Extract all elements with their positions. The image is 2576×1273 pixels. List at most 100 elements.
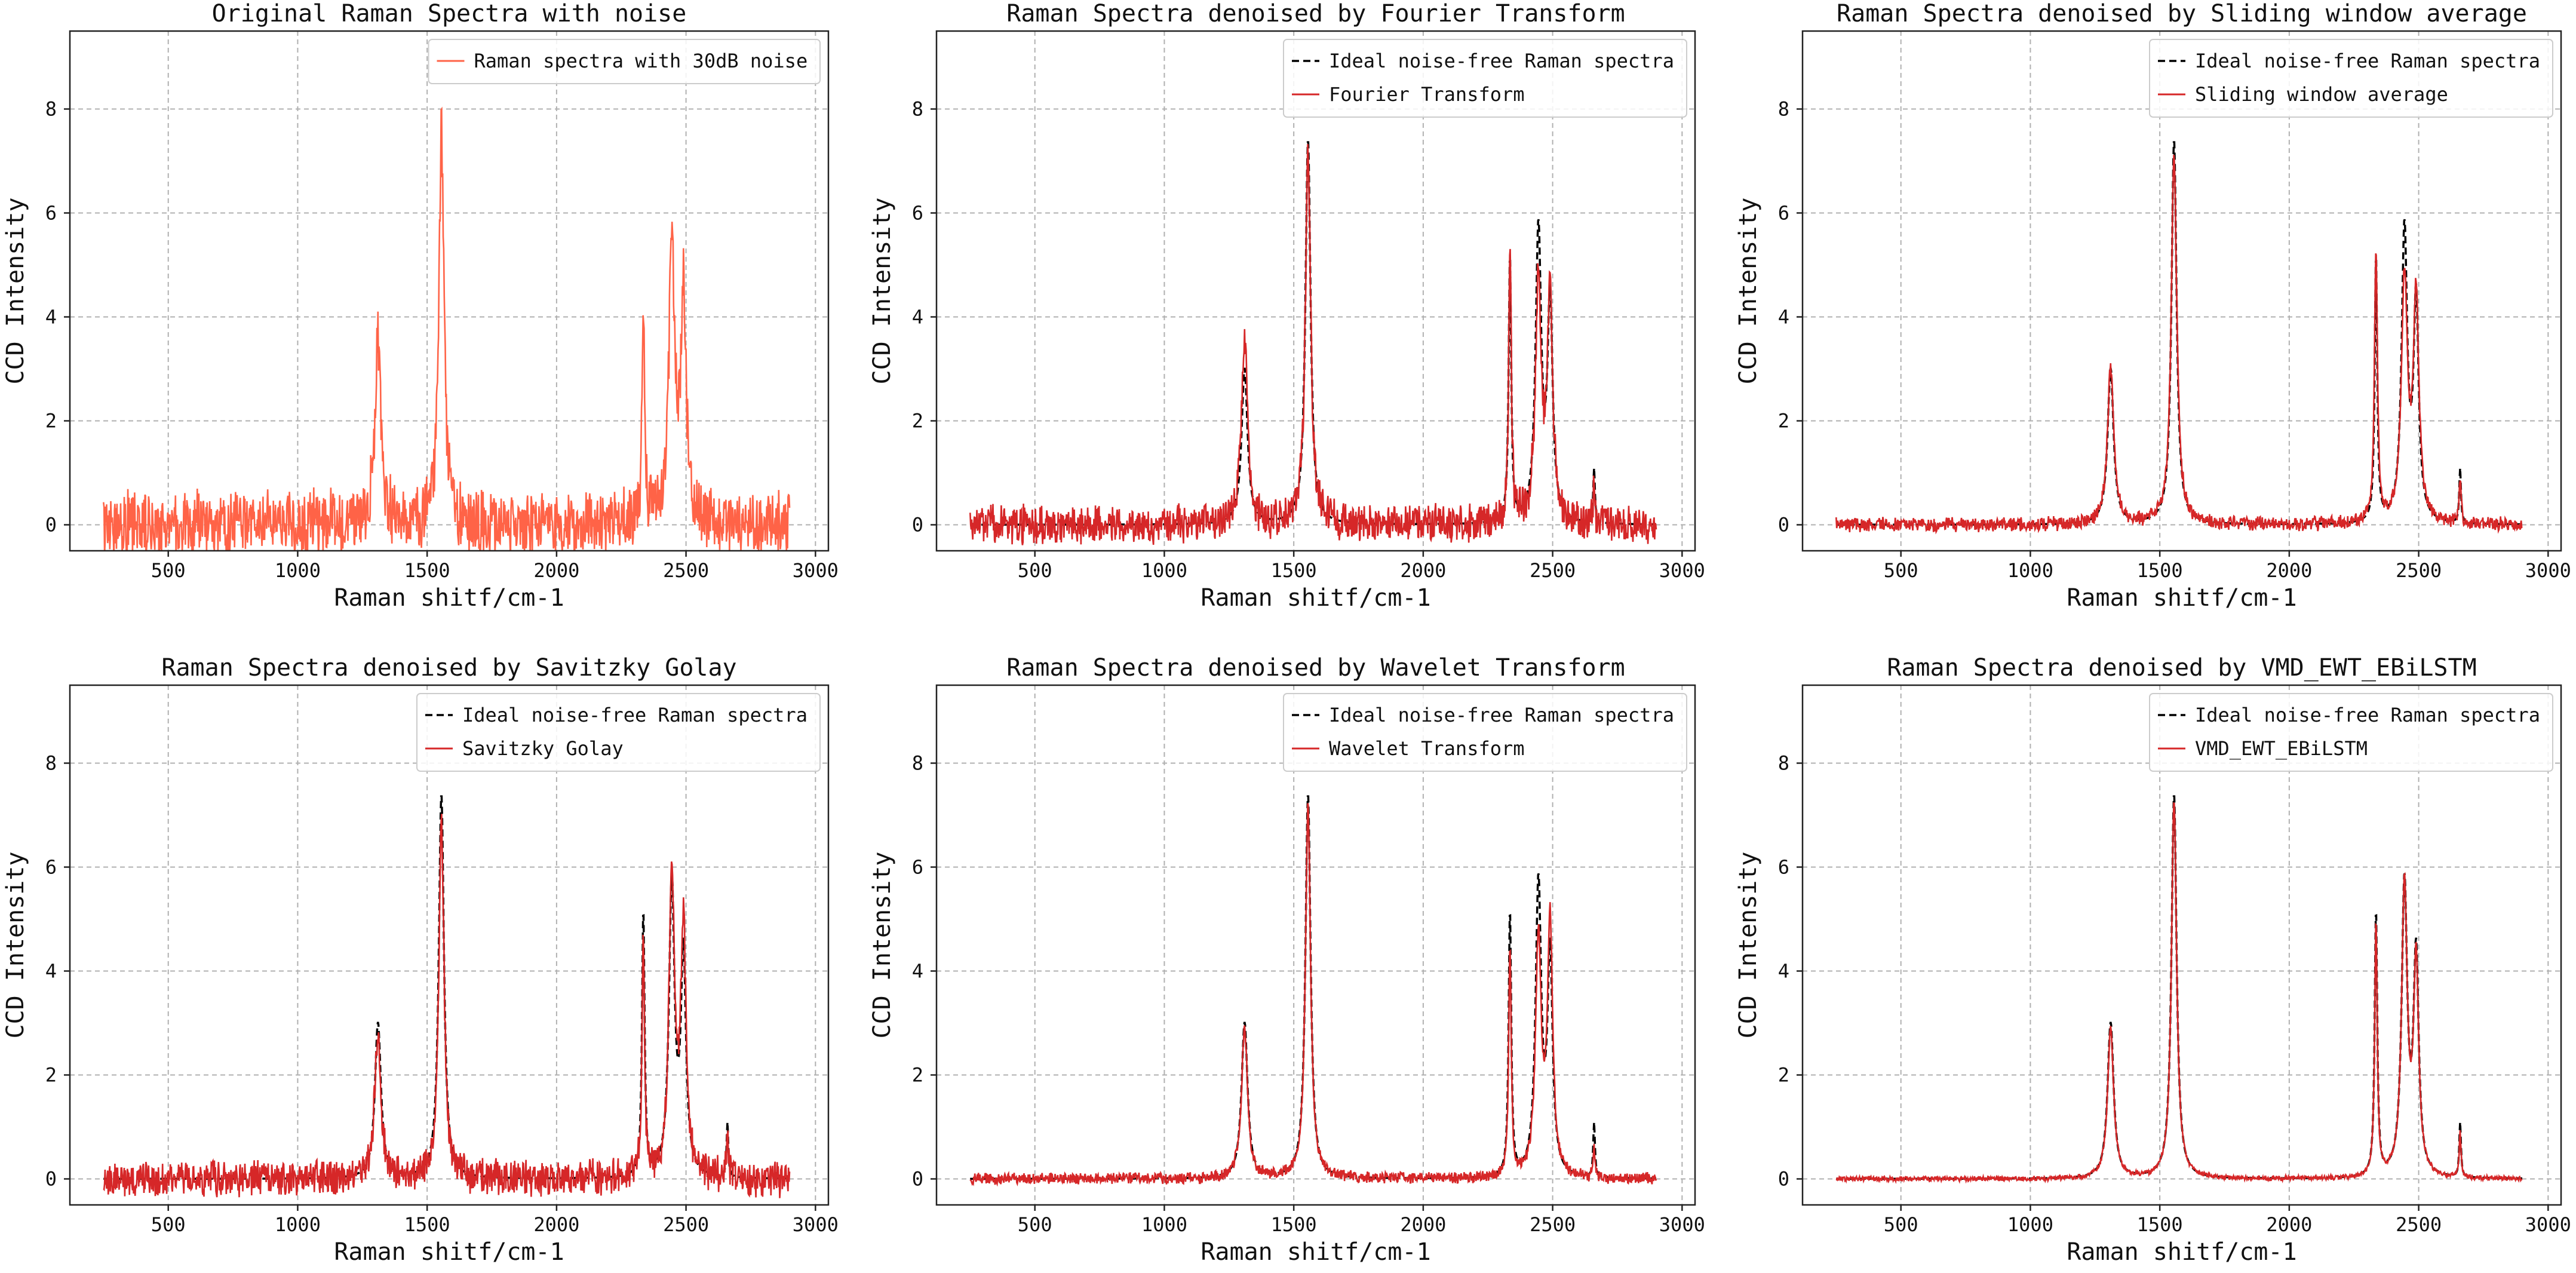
y-tick-label: 6 bbox=[912, 202, 923, 225]
y-tick-label: 4 bbox=[912, 306, 923, 329]
legend: Ideal noise-free Raman spectra Fourier Tr… bbox=[1283, 39, 1687, 118]
y-tick-label: 2 bbox=[1778, 1064, 1789, 1087]
y-tick-label: 6 bbox=[1778, 202, 1789, 225]
legend: Ideal noise-free Raman spectra Sliding wi… bbox=[2149, 39, 2553, 118]
axes-frame bbox=[1801, 30, 2562, 552]
subplot-1: 500 1000 1500 2000 2500 3000 0 2 4 6 8 Original Ram… bbox=[2, 0, 839, 612]
y-tick-label: 0 bbox=[1778, 1168, 1789, 1191]
y-tick-label: 0 bbox=[912, 514, 923, 536]
series-line-denoised bbox=[969, 803, 1657, 1187]
y-tick-label: 4 bbox=[912, 960, 923, 983]
legend-entry: Sliding window average bbox=[2195, 83, 2448, 106]
x-tick-label: 1500 bbox=[1271, 1213, 1317, 1236]
y-tick-label: 8 bbox=[45, 98, 57, 121]
y-tick-label: 8 bbox=[1778, 752, 1789, 775]
legend-box bbox=[1283, 693, 1687, 772]
x-tick-label: 500 bbox=[1018, 559, 1052, 582]
y-tick-label: 4 bbox=[45, 960, 57, 983]
legend-box bbox=[2149, 39, 2553, 118]
y-axis-label: CCD Intensity bbox=[868, 851, 896, 1038]
subplot-4: 500 1000 1500 2000 2500 3000 0 2 4 6 8 Raman Spectr… bbox=[2, 654, 839, 1266]
x-tick-label: 2000 bbox=[2266, 1213, 2312, 1236]
y-tick-label: 4 bbox=[1778, 960, 1789, 983]
axes-frame bbox=[69, 684, 830, 1206]
subplot-2: 500 1000 1500 2000 2500 3000 0 2 4 6 8 Raman Spectr… bbox=[868, 0, 1705, 612]
chart-title: Raman Spectra denoised by Wavelet Transf… bbox=[1006, 654, 1625, 682]
x-tick-label: 1000 bbox=[275, 1213, 321, 1236]
chart-title: Raman Spectra denoised by Savitzky Golay bbox=[161, 654, 736, 682]
x-tick-label: 1500 bbox=[404, 559, 450, 582]
x-tick-label: 500 bbox=[1884, 1213, 1918, 1236]
y-axis-label: CCD Intensity bbox=[2, 197, 29, 384]
y-tick-label: 0 bbox=[45, 1168, 57, 1191]
series-line-ideal bbox=[970, 141, 1656, 526]
chart-title: Raman Spectra denoised by VMD_EWT_EBiLST… bbox=[1887, 654, 2476, 682]
legend: Ideal noise-free Raman spectra VMD_EWT_EB… bbox=[2149, 693, 2553, 772]
legend-entry: Ideal noise-free Raman spectra bbox=[1329, 704, 1674, 726]
x-axis-label: Raman shitf/cm-1 bbox=[2067, 1238, 2296, 1266]
y-tick-label: 6 bbox=[1778, 856, 1789, 879]
legend-entry: Fourier Transform bbox=[1329, 83, 1525, 106]
y-axis-label: CCD Intensity bbox=[868, 197, 896, 384]
y-axis-label: CCD Intensity bbox=[2, 851, 29, 1038]
series-line-denoised bbox=[1835, 802, 2523, 1185]
subplot-3: 500 1000 1500 2000 2500 3000 0 2 4 6 8 Raman Spectr… bbox=[1734, 0, 2571, 612]
legend-box bbox=[416, 693, 821, 772]
legend-entry: Ideal noise-free Raman spectra bbox=[2195, 704, 2540, 726]
axes-frame bbox=[1801, 684, 2562, 1206]
x-tick-label: 1500 bbox=[404, 1213, 450, 1236]
x-tick-label: 2500 bbox=[2396, 559, 2442, 582]
x-tick-label: 2500 bbox=[1530, 559, 1576, 582]
legend: Ideal noise-free Raman spectra Wavelet Tr… bbox=[1283, 693, 1687, 772]
x-tick-label: 2000 bbox=[533, 1213, 579, 1236]
x-tick-label: 3000 bbox=[1659, 559, 1705, 582]
y-tick-label: 8 bbox=[912, 98, 923, 121]
legend: Ideal noise-free Raman spectra Savitzky G… bbox=[416, 693, 821, 772]
chart-title: Raman Spectra denoised by Fourier Transf… bbox=[1006, 0, 1625, 27]
axes-frame bbox=[935, 30, 1696, 552]
axes-frame bbox=[935, 684, 1696, 1206]
chart-title: Raman Spectra denoised by Sliding window… bbox=[1837, 0, 2527, 27]
legend: Raman spectra with 30dB noise bbox=[428, 39, 821, 84]
legend-entry: Raman spectra with 30dB noise bbox=[474, 50, 808, 72]
legend-box bbox=[428, 39, 821, 84]
legend-entry: Ideal noise-free Raman spectra bbox=[462, 704, 808, 726]
y-tick-label: 2 bbox=[45, 410, 57, 432]
y-tick-label: 2 bbox=[45, 1064, 57, 1087]
x-tick-label: 1500 bbox=[1271, 559, 1317, 582]
x-tick-label: 2000 bbox=[2266, 559, 2312, 582]
x-axis-label: Raman shitf/cm-1 bbox=[2067, 584, 2296, 612]
x-tick-label: 500 bbox=[151, 559, 186, 582]
y-axis-label: CCD Intensity bbox=[1734, 851, 1762, 1038]
x-tick-label: 1000 bbox=[2007, 559, 2053, 582]
y-tick-label: 6 bbox=[45, 202, 57, 225]
x-tick-label: 1500 bbox=[2137, 1213, 2183, 1236]
series-line-ideal bbox=[1836, 795, 2522, 1180]
y-tick-label: 6 bbox=[45, 856, 57, 879]
x-tick-label: 3000 bbox=[2525, 559, 2571, 582]
x-tick-label: 1000 bbox=[1141, 1213, 1187, 1236]
subplot-5: 500 1000 1500 2000 2500 3000 0 2 4 6 8 Raman Spectr… bbox=[868, 654, 1705, 1266]
x-tick-label: 2000 bbox=[1400, 1213, 1446, 1236]
y-tick-label: 8 bbox=[912, 752, 923, 775]
series-line-ideal bbox=[103, 795, 790, 1180]
legend-box bbox=[1283, 39, 1687, 118]
y-tick-label: 8 bbox=[1778, 98, 1789, 121]
x-tick-label: 2000 bbox=[533, 559, 579, 582]
series-line-ideal bbox=[1836, 141, 2522, 526]
y-axis-label: CCD Intensity bbox=[1734, 197, 1762, 384]
y-tick-label: 0 bbox=[912, 1168, 923, 1191]
series-line-denoised bbox=[1835, 154, 2523, 535]
legend-entry: Wavelet Transform bbox=[1329, 737, 1525, 760]
x-axis-label: Raman shitf/cm-1 bbox=[1201, 584, 1430, 612]
x-axis-label: Raman shitf/cm-1 bbox=[1201, 1238, 1430, 1266]
legend-box bbox=[2149, 693, 2553, 772]
x-tick-label: 3000 bbox=[1659, 1213, 1705, 1236]
y-tick-label: 2 bbox=[912, 410, 923, 432]
x-tick-label: 3000 bbox=[793, 559, 839, 582]
x-tick-label: 500 bbox=[1018, 1213, 1052, 1236]
x-tick-label: 3000 bbox=[2525, 1213, 2571, 1236]
axes-frame bbox=[69, 30, 830, 552]
y-tick-label: 2 bbox=[1778, 410, 1789, 432]
